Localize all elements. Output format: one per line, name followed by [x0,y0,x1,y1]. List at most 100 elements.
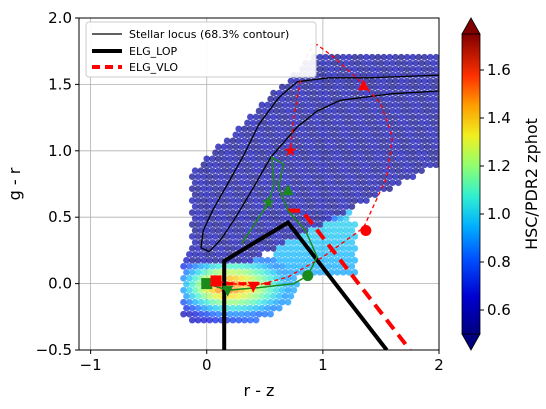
hexbin-cell-761 [325,155,332,163]
hexbin-cell-741 [209,155,216,163]
hexbin-cell-600 [284,179,292,186]
hexbin-cell-776 [412,155,420,163]
hexbin-cell-688 [360,167,367,175]
hexbin-cell-589 [220,179,228,186]
hexbin-cell-1057 [366,107,373,115]
hexbin-cell-607 [325,179,332,186]
hexbin-cell-1193 [305,77,312,85]
hexbin-cell-890 [397,137,405,145]
hexbin-cell-687 [354,167,362,175]
hexbin-cell-15 [197,310,205,318]
hexbin-cell-505 [299,197,306,204]
hexbin-cell-11 [252,316,260,324]
hexbin-cell-967 [426,125,434,133]
hexbin-cell-72 [229,292,237,300]
hexbin-cell-818 [426,149,434,157]
hexbin-cell-570 [310,185,318,192]
hexbin-cell-531 [273,191,280,198]
hexbin-cell-808 [368,149,376,157]
hexbin-cell-488 [200,197,208,204]
hexbin-cell-492 [223,197,231,204]
hexbin-cell-1064 [406,107,414,115]
hexbin-cell-540 [325,191,332,198]
hexbin-cell-144 [188,269,196,276]
hexbin-cell-838 [313,143,321,151]
hexbin-cell-416 [267,215,274,222]
hexbin-cell-915 [331,131,338,139]
hexbin-cell-663 [215,167,222,175]
hexbin-cell-535 [296,191,303,198]
hexbin-cell-1018 [328,113,335,121]
hexbin-cell-673 [273,167,280,175]
hexbin-cell-386 [258,221,266,228]
hexbin-cell-50 [209,298,216,306]
hexbin-cell-1046 [302,107,309,115]
hexbin-cell-283 [322,245,330,252]
hexbin-cell-1213 [421,77,428,85]
hexbin-cell-421 [296,215,303,222]
hexbin-cell-681 [319,167,327,175]
hexbin-cell-941 [276,125,283,133]
hexbin-cell-899 [238,131,245,139]
hexbin-cell-1135 [287,89,295,97]
hexbin-cell-232 [351,257,359,264]
hexbin-cell-1026 [374,113,382,121]
hexbin-cell-568 [299,185,306,192]
hexbin-cell-1059 [377,107,385,115]
hexbin-cell-801 [328,149,335,157]
hexbin-cell-788 [252,149,260,157]
hexbin-cell-821 [215,143,222,151]
hexbin-cell-1200 [345,77,353,85]
hexbin-cell-953 [345,125,353,133]
hexbin-cell-922 [371,131,379,139]
hexbin-cell-303 [273,239,280,246]
hexbin-cell-21 [232,310,240,318]
x-tick-label-0: −1 [80,356,102,374]
hexbin-cell-951 [334,125,341,133]
hexbin-cell-1146 [351,89,359,97]
hexbin-cell-1258 [386,65,393,73]
hexbin-cell-1030 [397,113,405,121]
hexbin-cell-1 [194,316,202,324]
hexbin-cell-759 [313,155,321,163]
hexbin-cell-984 [325,119,332,127]
hexbin-cell-1169 [319,83,327,91]
hexbin-cell-861 [229,137,237,145]
hexbin-cell-588 [215,179,222,186]
hexbin-cell-1104 [278,95,286,103]
hexbin-cell-401 [345,221,353,228]
hexbin-cell-932 [429,131,437,139]
hexbin-cell-1089 [368,101,376,109]
hexbin-cell-503 [287,197,295,204]
hexbin-cell-985 [331,119,338,127]
hexbin-cell-619 [395,179,402,186]
hexbin-cell-652 [374,173,382,180]
hexbin-cell-261 [194,245,202,252]
hexbin-cell-41 [258,304,266,312]
hexbin-cell-771 [383,155,391,163]
hexbin-cell-655 [392,173,399,180]
hexbin-cell-1267 [438,67,439,71]
hexbin-cell-198 [325,263,332,270]
hexbin-cell-1083 [334,101,341,109]
hexbin-cell-552 [206,185,213,192]
hexbin-cell-979 [296,119,303,127]
hexbin-cell-573 [328,185,335,192]
green-marker-circle-2 [302,270,314,282]
hexbin-cell-608 [331,179,338,186]
hexbin-cell-1078 [305,101,312,109]
hexbin-cell-684 [336,167,344,175]
hexbin-cell-378 [212,221,219,228]
hexbin-cell-206 [200,257,208,264]
hexbin-cell-145 [194,269,202,276]
hexbin-cell-640 [305,173,312,180]
hexbin-cell-525 [238,191,245,198]
hexbin-cell-348 [203,227,211,234]
hexbin-cell-949 [322,125,330,133]
hexbin-cell-546 [360,191,367,198]
hexbin-cell-1031 [403,113,411,121]
x-tick-label-3: 2 [434,356,444,374]
hexbin-cell-1291 [435,59,439,67]
hexbin-cell-42 [264,304,272,312]
hexbin-cell-426 [325,215,332,222]
